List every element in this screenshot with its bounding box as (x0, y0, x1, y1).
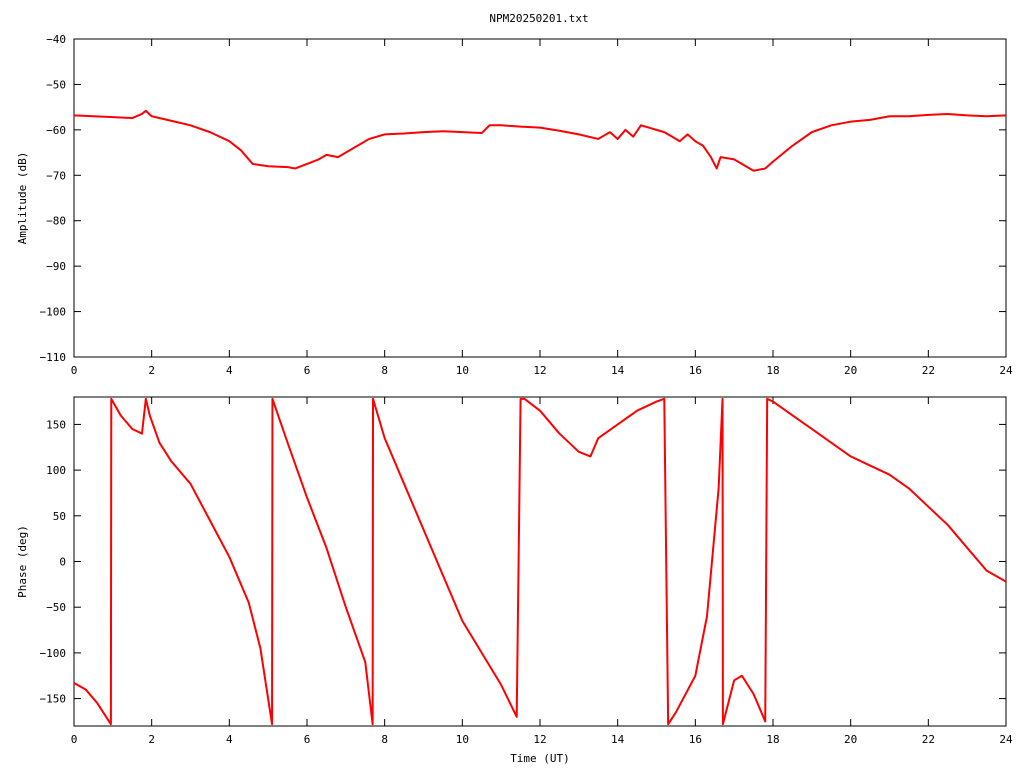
panel-0: 0 2 4 6 8 10 12 14 16 18 20 22 24−110−100−90−80−70−6… (16, 33, 1013, 377)
y-tick-label: 100 (46, 464, 66, 477)
y-tick-label: −70 (46, 169, 66, 182)
x-tick-label: 24 (999, 733, 1013, 746)
y-tick-label: −50 (46, 78, 66, 91)
x-tick-label: 4 (226, 364, 233, 377)
y-tick-label: 0 (59, 556, 66, 569)
x-tick-label: 10 (456, 364, 469, 377)
x-tick-label: 16 (689, 364, 702, 377)
y-tick-label: −80 (46, 215, 66, 228)
y-tick-label: −100 (40, 647, 67, 660)
x-tick-label: 22 (922, 364, 935, 377)
x-tick-label: 4 (226, 733, 233, 746)
y-tick-label: −60 (46, 124, 66, 137)
y-tick-label: −150 (40, 693, 67, 706)
plot-frame (73, 396, 1007, 727)
x-tick-label: 18 (766, 733, 779, 746)
y-tick-label: −110 (40, 351, 67, 364)
y-tick-label: 150 (46, 418, 66, 431)
y-tick-label: −90 (46, 260, 66, 273)
plot-frame (73, 38, 1007, 358)
y-axis-label: Amplitude (dB) (16, 152, 29, 245)
x-tick-label: 2 (148, 364, 155, 377)
y-tick-label: −50 (46, 601, 66, 614)
x-tick-label: 12 (533, 733, 546, 746)
y-axis-label: Phase (deg) (16, 525, 29, 598)
x-tick-label: 8 (381, 364, 388, 377)
y-tick-label: −40 (46, 33, 66, 46)
x-tick-label: 8 (381, 733, 388, 746)
x-axis-label: Time (UT) (510, 752, 570, 765)
x-tick-label: 6 (304, 364, 311, 377)
x-tick-label: 18 (766, 364, 779, 377)
y-tick-label: 50 (53, 510, 66, 523)
x-tick-label: 22 (922, 733, 935, 746)
x-tick-label: 0 (71, 733, 78, 746)
x-tick-label: 12 (533, 364, 546, 377)
x-tick-label: 0 (71, 364, 78, 377)
y-tick-label: −100 (40, 306, 67, 319)
x-tick-label: 20 (844, 364, 857, 377)
x-tick-label: 14 (611, 733, 625, 746)
panel-1: 0 2 4 6 8 10 12 14 16 18 20 22 24−150−100−5005010015… (16, 396, 1013, 765)
x-tick-label: 6 (304, 733, 311, 746)
series-line-0-0 (73, 109, 1007, 172)
x-tick-label: 2 (148, 733, 155, 746)
chart-title: NPM20250201.txt (489, 12, 588, 25)
x-tick-label: 24 (999, 364, 1013, 377)
x-tick-label: 20 (844, 733, 857, 746)
series-line-1-0 (73, 397, 1007, 726)
x-tick-label: 16 (689, 733, 702, 746)
x-tick-label: 10 (456, 733, 469, 746)
x-tick-label: 14 (611, 364, 625, 377)
